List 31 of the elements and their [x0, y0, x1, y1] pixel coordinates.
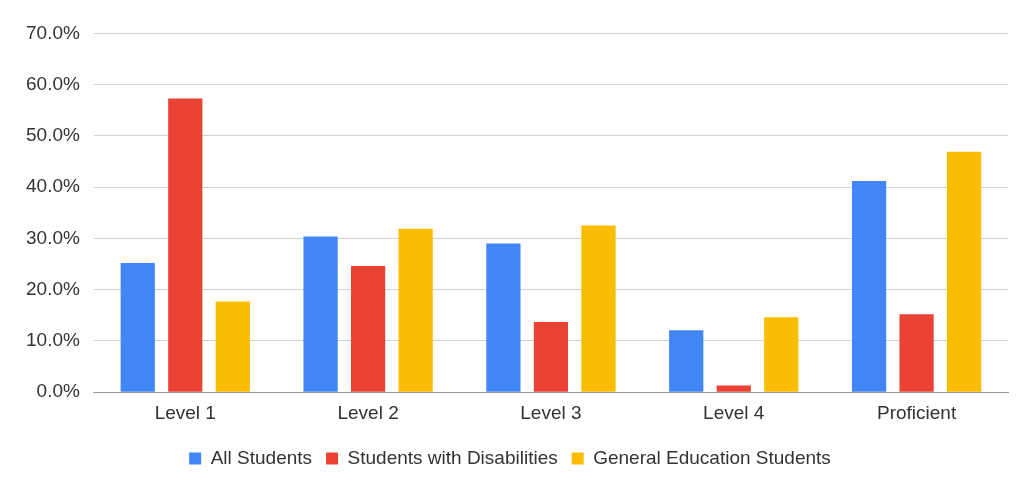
bar — [120, 263, 155, 392]
legend-label: All Students — [210, 446, 313, 468]
y-tick-label: 40.0% — [26, 175, 80, 197]
x-tick-label: Level 2 — [337, 401, 399, 423]
y-tick-label: 60.0% — [26, 72, 80, 94]
bar — [947, 151, 982, 392]
bar — [351, 266, 386, 392]
bar — [398, 228, 433, 392]
bar — [899, 314, 934, 392]
bar — [581, 225, 616, 392]
x-tick-label: Proficient — [876, 401, 957, 423]
bar — [669, 330, 704, 392]
y-tick-label: 0.0% — [36, 380, 80, 402]
x-tick-label: Level 4 — [703, 401, 765, 423]
bar — [716, 385, 751, 392]
bar — [764, 317, 799, 392]
y-tick-label: 20.0% — [26, 277, 80, 299]
bar — [168, 98, 203, 392]
bar — [533, 321, 569, 392]
y-tick-label: 30.0% — [26, 226, 80, 248]
y-tick-label: 50.0% — [26, 124, 80, 146]
bar — [486, 243, 521, 392]
y-tick-label: 10.0% — [26, 329, 80, 351]
legend-label: General Education Students — [593, 446, 831, 468]
y-tick-label: 70.0% — [26, 21, 80, 43]
bar — [215, 301, 250, 392]
bar — [303, 236, 338, 392]
x-tick-label: Level 1 — [154, 401, 216, 423]
legend-label: Students with Disabilities — [347, 446, 558, 468]
x-tick-label: Level 3 — [520, 401, 582, 423]
bar — [851, 181, 887, 392]
